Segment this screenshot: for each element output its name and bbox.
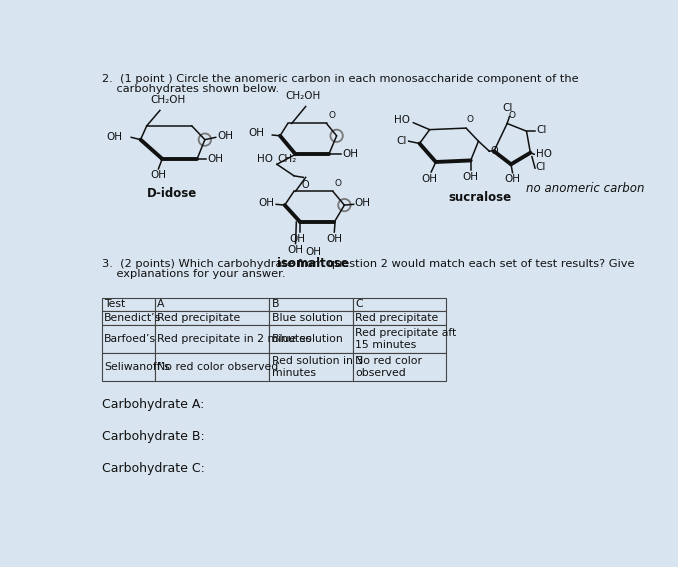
Bar xyxy=(269,311,353,325)
Text: Cl: Cl xyxy=(536,162,546,172)
Text: OH: OH xyxy=(258,198,275,208)
Text: A: A xyxy=(157,299,164,310)
Text: Red precipitate aft
15 minutes: Red precipitate aft 15 minutes xyxy=(355,328,456,350)
Text: carbohydrates shown below.: carbohydrates shown below. xyxy=(102,84,279,94)
Bar xyxy=(102,325,155,353)
Text: OH: OH xyxy=(504,174,521,184)
Text: Red precipitate: Red precipitate xyxy=(157,314,240,323)
Text: HO: HO xyxy=(257,154,273,164)
Text: OH: OH xyxy=(287,245,304,255)
Bar xyxy=(269,353,353,380)
Text: OH: OH xyxy=(290,234,306,244)
Text: OH: OH xyxy=(217,131,233,141)
Bar xyxy=(155,311,269,325)
Text: CH₂: CH₂ xyxy=(277,154,296,164)
Text: Red solution in 3
minutes: Red solution in 3 minutes xyxy=(271,356,363,378)
Text: OH: OH xyxy=(355,198,370,208)
Text: O: O xyxy=(508,111,516,120)
Bar xyxy=(353,325,446,353)
Text: No red color
observed: No red color observed xyxy=(355,356,422,378)
Text: OH: OH xyxy=(326,234,342,244)
Text: O: O xyxy=(334,179,341,188)
Text: HO: HO xyxy=(536,149,552,159)
Text: Cl: Cl xyxy=(396,136,406,146)
Bar xyxy=(102,311,155,325)
Text: OH: OH xyxy=(462,172,479,182)
Bar xyxy=(155,325,269,353)
Text: B: B xyxy=(271,299,279,310)
Text: O: O xyxy=(328,111,335,120)
Text: isomaltose: isomaltose xyxy=(277,257,349,270)
Bar xyxy=(353,311,446,325)
Text: Barfoed’s: Barfoed’s xyxy=(104,334,156,344)
Text: OH: OH xyxy=(207,154,223,164)
Text: Carbohydrate A:: Carbohydrate A: xyxy=(102,397,204,411)
Text: HO: HO xyxy=(394,116,410,125)
Text: No red color observed: No red color observed xyxy=(157,362,278,372)
Text: explanations for your answer.: explanations for your answer. xyxy=(102,269,285,279)
Text: OH: OH xyxy=(106,132,122,142)
Text: O: O xyxy=(302,180,309,190)
Bar xyxy=(102,353,155,380)
Text: Carbohydrate B:: Carbohydrate B: xyxy=(102,430,205,443)
Text: Benedict’s: Benedict’s xyxy=(104,314,161,323)
Bar xyxy=(155,298,269,311)
Text: Test: Test xyxy=(104,299,125,310)
Text: OH: OH xyxy=(342,149,358,159)
Bar xyxy=(353,298,446,311)
Bar xyxy=(102,298,155,311)
Text: CH₂OH: CH₂OH xyxy=(285,91,321,101)
Bar xyxy=(155,353,269,380)
Bar xyxy=(269,325,353,353)
Text: Cl: Cl xyxy=(536,125,547,134)
Text: no anomeric carbon: no anomeric carbon xyxy=(527,182,645,195)
Bar xyxy=(353,353,446,380)
Text: CH₂OH: CH₂OH xyxy=(151,95,186,105)
Text: Blue solution: Blue solution xyxy=(271,334,342,344)
Bar xyxy=(269,298,353,311)
Text: OH: OH xyxy=(305,247,321,257)
Text: Blue solution: Blue solution xyxy=(271,314,342,323)
Text: Red precipitate in 2 minutes: Red precipitate in 2 minutes xyxy=(157,334,311,344)
Text: 3.  (2 points) Which carbohydrate from question 2 would match each set of test r: 3. (2 points) Which carbohydrate from qu… xyxy=(102,259,635,269)
Text: O: O xyxy=(491,146,498,156)
Text: sucralose: sucralose xyxy=(448,191,512,204)
Text: 2.  (1 point ) Circle the anomeric carbon in each monosaccharide component of th: 2. (1 point ) Circle the anomeric carbon… xyxy=(102,74,578,84)
Text: Cl: Cl xyxy=(502,103,513,113)
Text: D-idose: D-idose xyxy=(147,187,197,200)
Text: Red precipitate: Red precipitate xyxy=(355,314,439,323)
Text: Seliwanoff’s: Seliwanoff’s xyxy=(104,362,170,372)
Text: Carbohydrate C:: Carbohydrate C: xyxy=(102,462,205,475)
Text: OH: OH xyxy=(151,171,166,180)
Text: C: C xyxy=(355,299,363,310)
Text: OH: OH xyxy=(422,174,437,184)
Text: OH: OH xyxy=(249,129,264,138)
Text: O: O xyxy=(467,115,474,124)
